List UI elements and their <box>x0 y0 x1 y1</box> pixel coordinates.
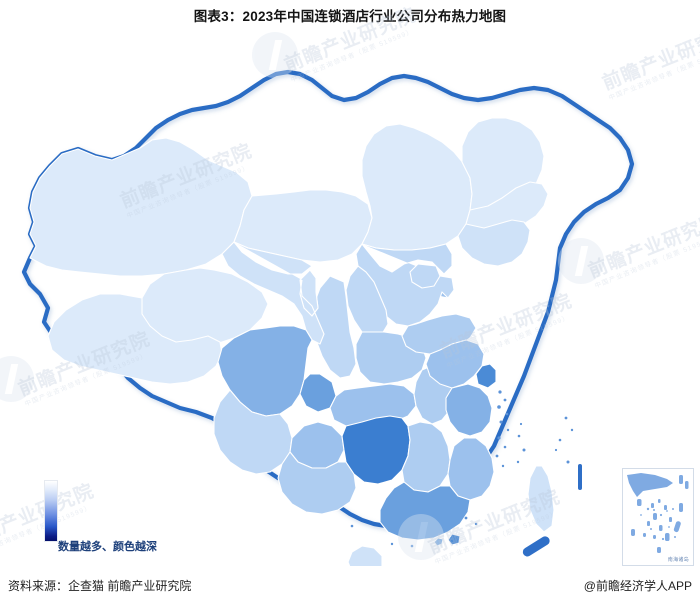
province-inner-mongolia[interactable] <box>361 123 473 251</box>
province-guangdong[interactable] <box>379 481 471 541</box>
province-jiangxi[interactable] <box>401 421 451 493</box>
province-fujian[interactable] <box>447 437 495 501</box>
province-shanghai[interactable] <box>475 363 497 389</box>
province-macau[interactable] <box>433 537 444 547</box>
province-gansu[interactable] <box>221 241 325 345</box>
china-map-svg <box>21 69 635 566</box>
south-china-sea-inset-svg <box>627 473 689 553</box>
province-layer <box>29 117 582 566</box>
province-xinjiang[interactable] <box>29 137 253 277</box>
source-note: 资料来源：企查猫 前瞻产业研究院 <box>8 579 192 593</box>
province-taiwan[interactable] <box>527 465 555 533</box>
province-sichuan[interactable] <box>217 325 313 417</box>
south-china-sea-inset: 南海诸岛 <box>622 468 694 566</box>
island-dashes <box>522 464 582 557</box>
legend-caption: 数量越多、颜色越深 <box>58 541 157 553</box>
app-credit: @前瞻经济学人APP <box>583 579 692 593</box>
inset-islands <box>627 473 689 553</box>
province-yunnan[interactable] <box>213 389 293 475</box>
province-liaoning[interactable] <box>457 219 531 267</box>
province-guangxi[interactable] <box>277 451 357 515</box>
legend-gradient-bar <box>44 480 58 542</box>
province-zhejiang[interactable] <box>445 383 493 437</box>
page-title: 图表3：2023年中国连锁酒店行业公司分布热力地图 <box>193 9 507 24</box>
province-guizhou[interactable] <box>289 421 345 469</box>
province-tibet[interactable] <box>47 293 223 385</box>
coastal-islands <box>350 390 574 548</box>
inset-label: 南海诸岛 <box>667 557 689 563</box>
province-hongkong[interactable] <box>447 533 461 546</box>
province-hainan[interactable] <box>347 545 383 566</box>
legend: 数量越多、颜色越深 <box>42 478 242 558</box>
